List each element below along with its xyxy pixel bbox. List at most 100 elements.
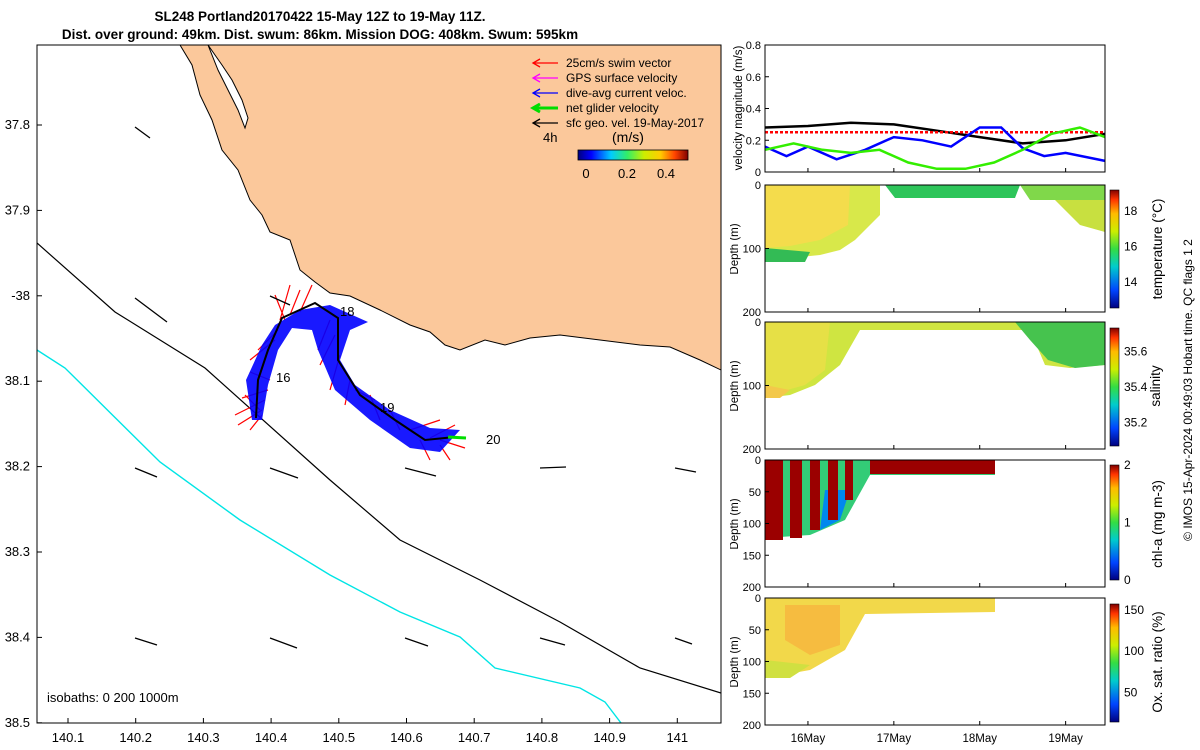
colorbar-label: salinity [1148,365,1163,407]
colorbar-tick-label: 150 [1124,603,1144,617]
depth-ylabel: Depth (m) [730,498,741,549]
isobath-1000m [37,349,622,723]
depth-ylabel: Depth (m) [730,223,741,274]
depth-tick-label: 100 [743,657,761,669]
colorbar-interval: 4h [543,130,557,145]
timeseries-panels: 0 0.2 0.4 0.6 0.8 velocity magnitude (m/s) [730,40,1195,745]
day-label-18: 18 [340,304,354,319]
dive-avg-current-band [246,305,460,452]
depth-tick-label: 50 [749,625,761,637]
map-xtick-label: 140.1 [52,730,85,745]
velocity-ylabel: velocity magnitude (m/s) [733,46,745,171]
velocity-ytick-label: 0.6 [746,72,761,84]
map-xtick-label: 140.5 [323,730,356,745]
velocity-ytick-label: 0.8 [746,40,761,52]
depth-tick-label: 0 [755,180,761,192]
colorbar-tick-0: 0 [582,166,589,181]
chl-a-panel [764,459,1120,588]
map-ytick-label: 38.2 [5,459,30,474]
legend-label: GPS surface velocity [566,71,677,85]
depth-tick-label: 150 [743,688,761,700]
depth-tick-label: 200 [743,444,761,456]
map-title-line2: Dist. over ground: 49km. Dist. swum: 86k… [61,27,579,42]
velocity-ytick-label: 0 [755,167,761,179]
velocity-series-line [764,126,1106,171]
colorbar-tick-label: 35.2 [1124,415,1148,429]
depth-tick-label: 200 [743,307,761,319]
depth-tick-label: 200 [743,582,761,594]
map-xtick-label: 140.8 [526,730,559,745]
depth-tick-label: 100 [743,244,761,256]
depth-tick-label: 100 [743,519,761,531]
colorbar-label: temperature (°C) [1150,199,1165,300]
velocity-ytick-label: 0.4 [746,104,761,116]
map-xtick-label: 140.4 [255,730,288,745]
speed-colorbar [577,149,689,161]
map-xtick-label: 140.6 [390,730,423,745]
colorbar-tick-label: 35.6 [1124,345,1148,359]
colorbar-label: chl-a (mg m-3) [1150,480,1165,568]
legend-arrowhead [531,58,541,68]
day-label-19: 19 [380,400,394,415]
map-xtick-label: 140.2 [119,730,152,745]
map-xtick-label: 140.3 [187,730,220,745]
legend-label: 25cm/s swim vector [566,56,671,70]
depth-tick-label: 0 [755,593,761,605]
map-panel: 140.1 140.2 140.3 140.4 140.5 140.6 140.7 140.8… [5,44,722,745]
legend-label: dive-avg current veloc. [566,86,687,100]
legend-arrowhead [531,88,541,98]
day-label-20: 20 [486,432,500,447]
time-tick-label: 17May [877,733,912,745]
temperature-panel [764,184,1120,313]
colorbar-tick-label: 50 [1124,686,1138,700]
colorbar-unit: (m/s) [612,129,644,145]
colorbar-tick-2: 0.4 [657,166,675,181]
depth-ylabel: Depth (m) [730,636,741,687]
map-frame [36,44,722,724]
land [179,45,721,371]
colorbar-tick-label: 2 [1124,458,1131,472]
legend-arrowhead [531,73,541,83]
colorbar-tick-label: 14 [1124,275,1138,289]
colorbar-label: Ox. sat. ratio (%) [1150,611,1165,712]
map-ytick-label: 37.9 [5,202,30,217]
map-xtick-label: 140.7 [458,730,491,745]
map-ytick-label: 38.4 [5,629,30,644]
time-tick-label: 19May [1048,733,1083,745]
depth-tick-label: 150 [743,550,761,562]
inlet-water [207,45,249,130]
map-xtick-label: 141 [666,730,688,745]
time-tick-label: 18May [962,733,997,745]
map-xtick-label: 140.9 [593,730,626,745]
oxygen-panel [764,597,1120,726]
depth-tick-label: 50 [749,487,761,499]
day-label-16: 16 [276,370,290,385]
depth-tick-label: 0 [755,317,761,329]
map-ytick-label: 38.5 [5,715,30,730]
colorbar-tick-label: 0 [1124,573,1131,587]
net-glider-velocity [447,435,467,440]
salinity-panel [764,321,1120,450]
map-title-line1: SL248 Portland20170422 15-May 12Z to 19-… [154,9,486,24]
colorbar-tick-label: 18 [1124,204,1138,218]
legend-label: net glider velocity [566,101,659,115]
map-ytick-label: 38.3 [5,544,30,559]
credit-text: © IMOS 15-Apr-2024 00:49:03 Hobart time.… [1181,239,1195,541]
legend-arrowhead [531,118,541,128]
isobath-label: isobaths: 0 200 1000m [47,690,179,705]
map-ytick-label: 38.1 [5,373,30,388]
isobath-200m [37,242,721,694]
glider-track [255,301,456,442]
velocity-panel: 0 0.2 0.4 0.6 0.8 velocity magnitude (m/s) [733,40,1106,179]
velocity-series-line [764,121,1106,145]
depth-tick-label: 100 [743,381,761,393]
map-ytick-label: -38 [11,288,30,303]
time-tick-label: 16May [791,733,826,745]
depth-ylabel: Depth (m) [730,360,741,411]
depth-tick-label: 200 [743,720,761,732]
legend-label: sfc geo. vel. 19-May-2017 [566,116,704,130]
legend-arrowhead [529,102,541,114]
colorbar-tick-label: 16 [1124,240,1138,254]
geostrophic-vectors [134,126,697,649]
map-ytick-label: 37.8 [5,117,30,132]
